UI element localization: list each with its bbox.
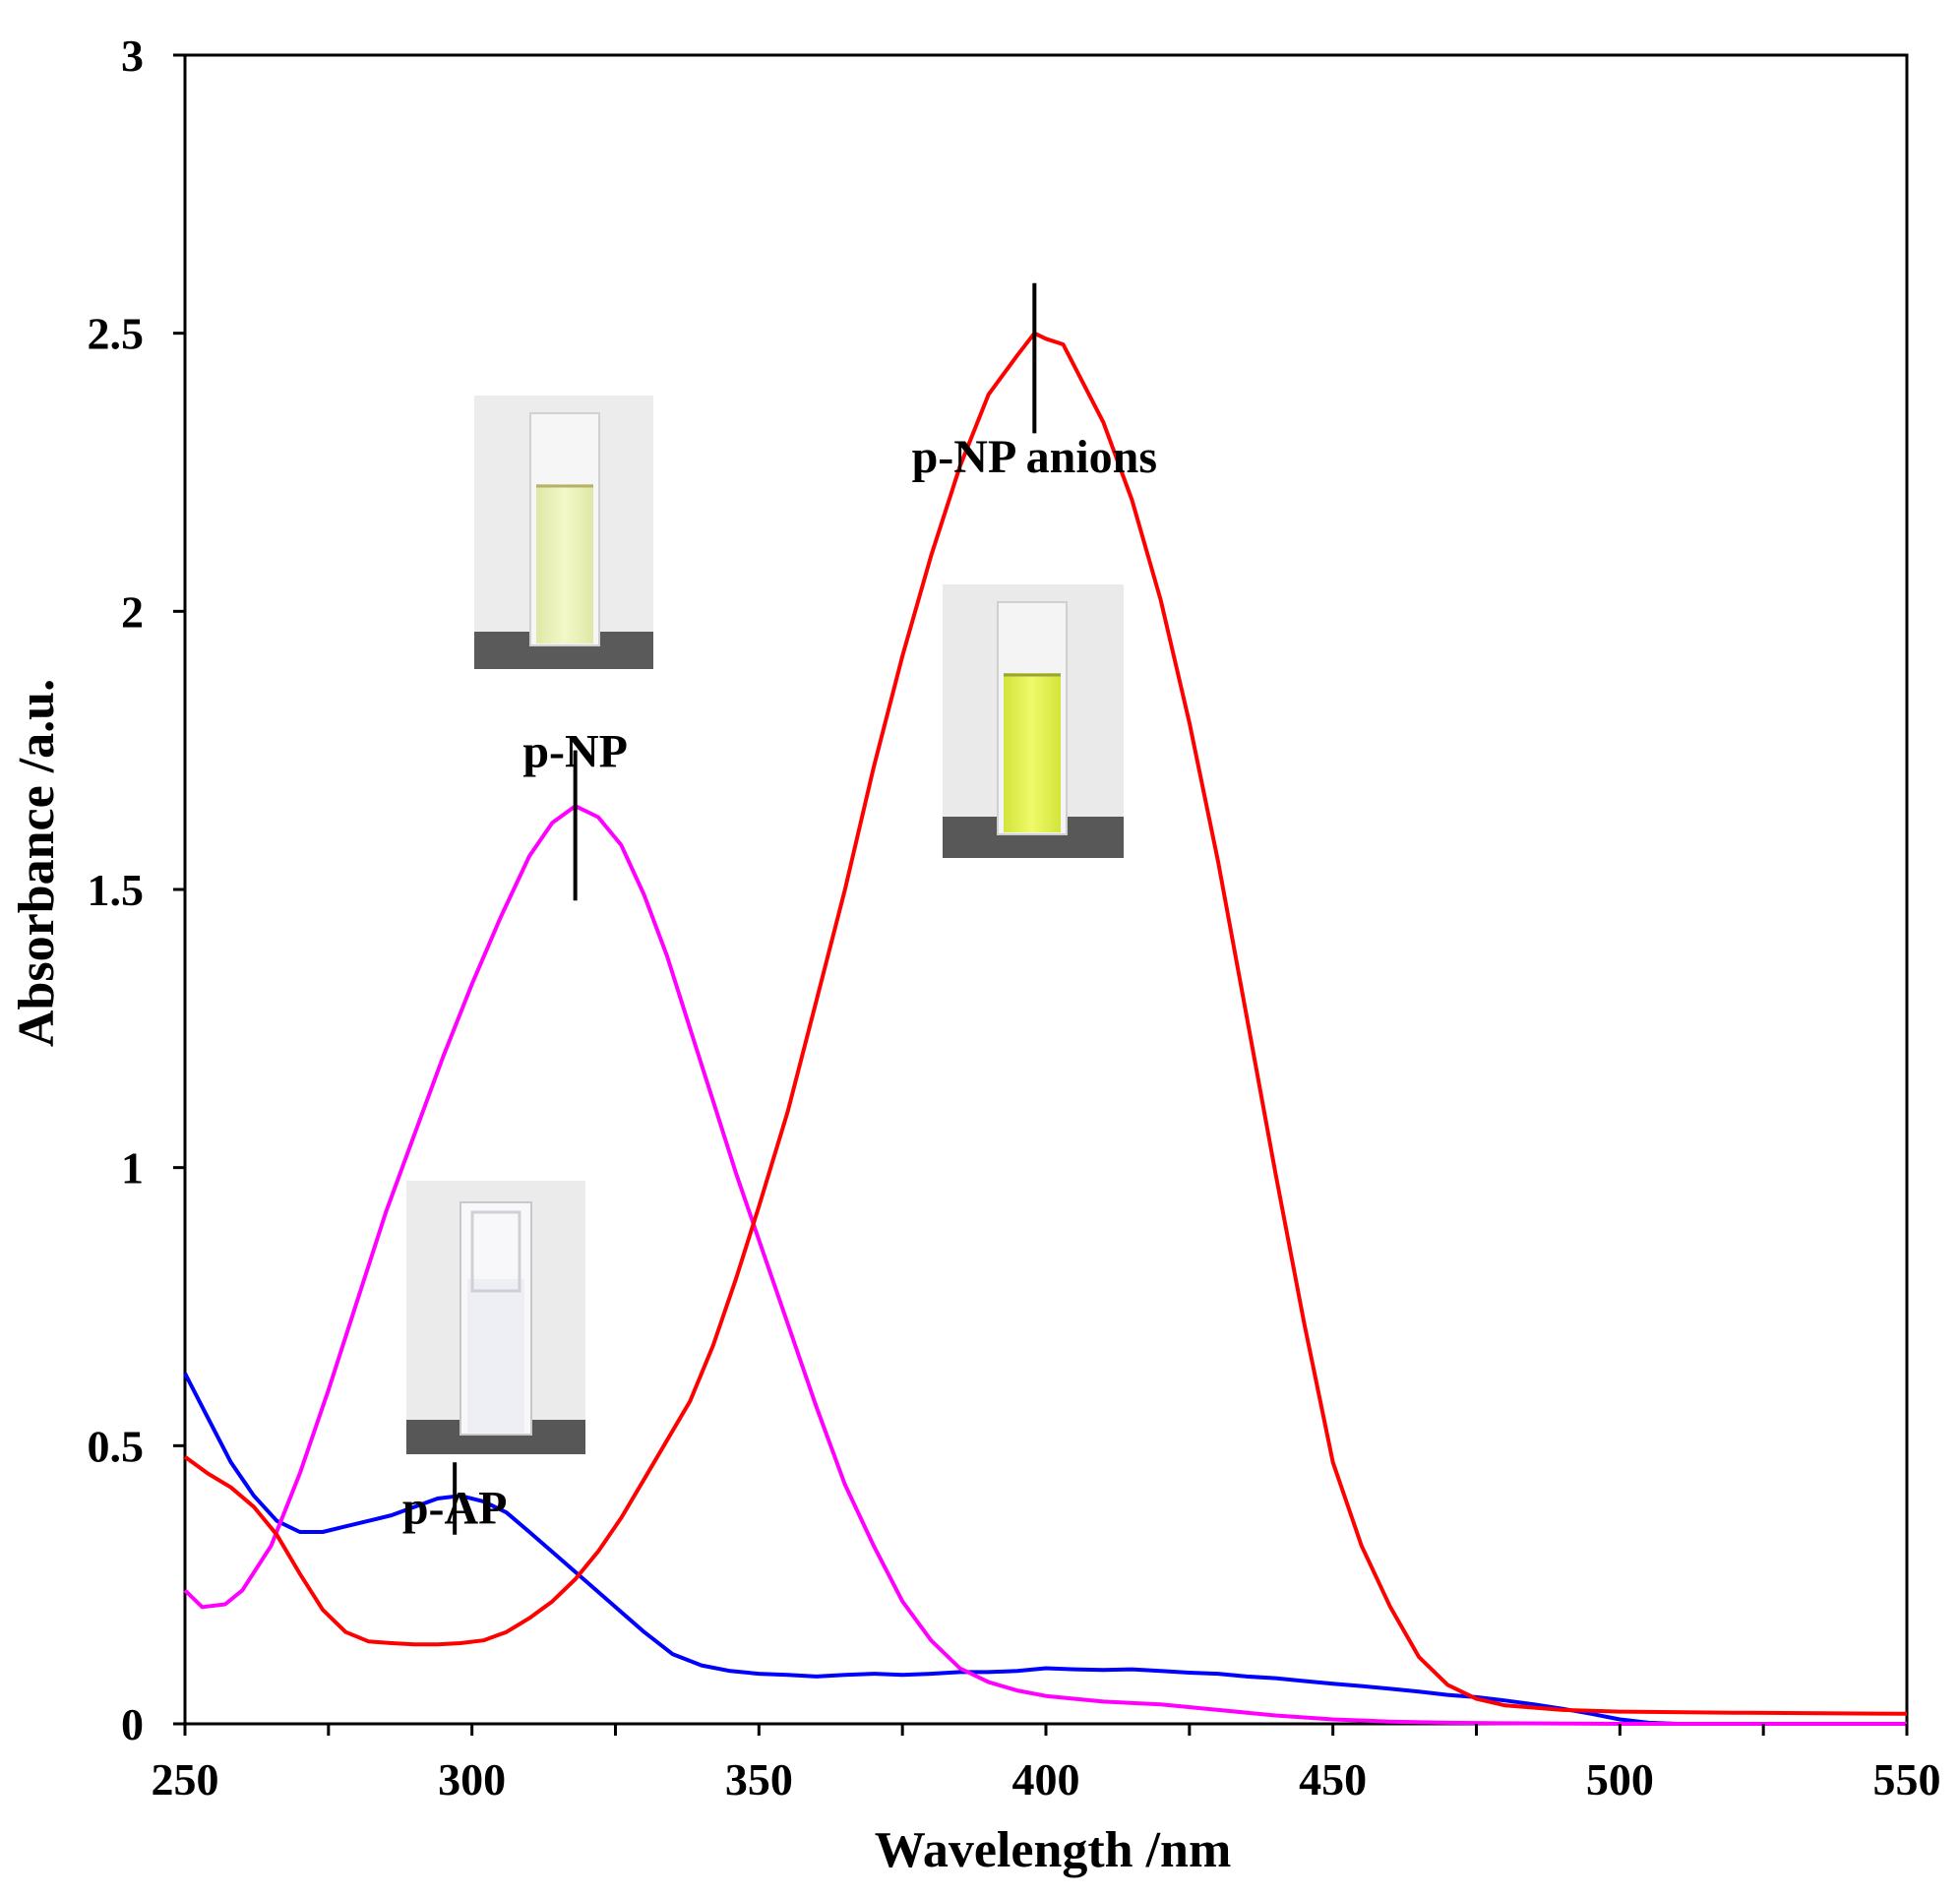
y-tick-label: 0 [121,1699,144,1749]
y-tick-label: 2.5 [88,309,145,359]
x-tick-label: 500 [1586,1754,1654,1805]
x-tick-label: 550 [1873,1754,1941,1805]
x-tick-label: 400 [1012,1754,1080,1805]
series-line-p-np-anions [183,331,1908,1716]
series-line-p-np [183,804,1907,1726]
plot-frame [183,53,1909,1726]
y-tick-label: 1.5 [88,865,145,915]
y-axis-title: Absorbance /a.u. [9,679,65,1047]
annotation-label: p-AP [402,1482,508,1534]
p-ap-cuvette-photo [406,1181,585,1454]
p-np-cuvette-photo [474,396,653,669]
series-line-p-ap [183,1372,1907,1726]
y-tick-label: 2 [121,586,144,637]
x-tick-label: 450 [1299,1754,1367,1805]
x-tick-label: 350 [725,1754,793,1805]
x-tick-label: 250 [152,1754,219,1805]
x-tick-label: 300 [438,1754,506,1805]
p-np-anions-cuvette-photo [943,584,1124,858]
y-tick-label: 0.5 [88,1421,145,1471]
x-axis-title: Wavelength /nm [875,1822,1232,1878]
y-tick-label: 1 [121,1143,144,1193]
y-tick-label: 3 [121,31,144,81]
annotation-label: p-NP [522,726,628,778]
annotation-label: p-NP anions [912,431,1157,483]
